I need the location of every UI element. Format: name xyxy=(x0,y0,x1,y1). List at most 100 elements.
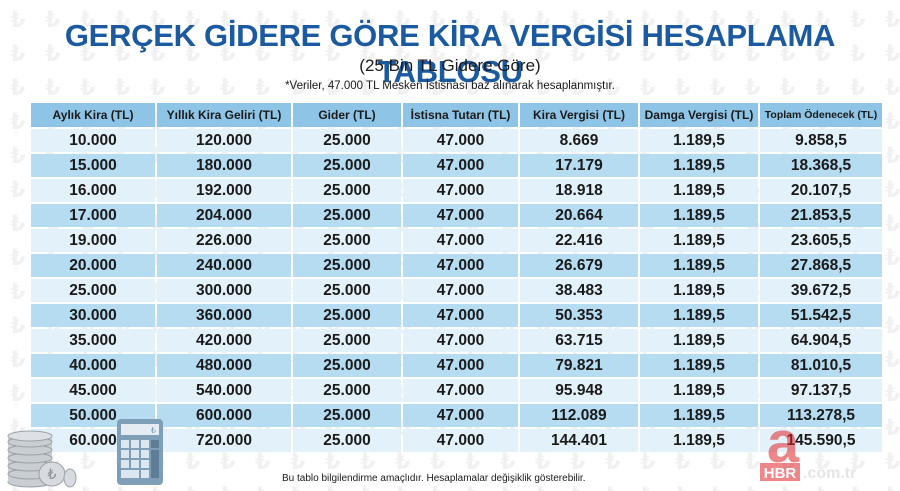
lira-watermark-icon: ₺ xyxy=(570,450,586,475)
lira-watermark-icon: ₺ xyxy=(850,42,866,67)
cell-monthly-rent: 19.000 xyxy=(31,229,155,252)
lira-watermark-icon: ₺ xyxy=(395,42,411,67)
lira-watermark-icon: ₺ xyxy=(885,246,900,271)
lira-watermark-icon: ₺ xyxy=(10,144,26,169)
disclaimer-text: Bu tablo bilgilendirme amaçlıdır. Hesapl… xyxy=(282,473,586,484)
lira-watermark-icon: ₺ xyxy=(535,450,551,475)
cell-monthly-rent: 25.000 xyxy=(31,279,155,302)
lira-watermark-icon: ₺ xyxy=(850,450,866,475)
lira-watermark-icon: ₺ xyxy=(885,144,900,169)
cell-total-payable: 20.107,5 xyxy=(760,179,882,202)
cell-monthly-rent: 16.000 xyxy=(31,179,155,202)
cell-exemption: 47.000 xyxy=(403,329,518,352)
cell-expense: 25.000 xyxy=(293,304,401,327)
cell-expense: 25.000 xyxy=(293,404,401,427)
lira-watermark-icon: ₺ xyxy=(325,42,341,67)
lira-watermark-icon: ₺ xyxy=(465,76,481,101)
lira-watermark-icon: ₺ xyxy=(220,76,236,101)
lira-watermark-icon: ₺ xyxy=(885,484,900,491)
lira-watermark-icon: ₺ xyxy=(80,484,95,491)
table-row: 19.000 226.000 25.000 47.000 22.416 1.189,5 23… xyxy=(31,229,882,252)
cell-monthly-rent: 15.000 xyxy=(31,154,155,177)
cell-annual-income: 300.000 xyxy=(157,279,291,302)
rent-tax-table: Aylık Kira (TL) Yıllık Kira Geliri (TL) … xyxy=(29,101,884,454)
cell-stamp-tax: 1.189,5 xyxy=(640,229,758,252)
lira-watermark-icon: ₺ xyxy=(885,416,900,441)
lira-watermark-icon: ₺ xyxy=(815,450,831,475)
lira-watermark-icon: ₺ xyxy=(220,484,235,491)
lira-watermark-icon: ₺ xyxy=(605,76,621,101)
cell-annual-income: 120.000 xyxy=(157,129,291,152)
lira-watermark-icon: ₺ xyxy=(885,110,900,135)
lira-watermark-icon: ₺ xyxy=(535,484,550,491)
cell-exemption: 47.000 xyxy=(403,279,518,302)
lira-watermark-icon: ₺ xyxy=(325,8,341,33)
table-row: 15.000 180.000 25.000 47.000 17.179 1.189,5 18… xyxy=(31,154,882,177)
svg-text:HBR: HBR xyxy=(764,465,797,482)
coins-stack-icon: ₺ xyxy=(7,430,77,488)
lira-watermark-icon: ₺ xyxy=(885,42,900,67)
cell-annual-income: 226.000 xyxy=(157,229,291,252)
lira-watermark-icon: ₺ xyxy=(220,450,236,475)
cell-annual-income: 720.000 xyxy=(157,429,291,452)
lira-watermark-icon: ₺ xyxy=(745,42,761,67)
lira-watermark-icon: ₺ xyxy=(150,484,165,491)
lira-watermark-icon: ₺ xyxy=(360,8,376,33)
cell-monthly-rent: 40.000 xyxy=(31,354,155,377)
table-row: 17.000 204.000 25.000 47.000 20.664 1.189,5 21… xyxy=(31,204,882,227)
lira-watermark-icon: ₺ xyxy=(780,484,795,491)
cell-rent-tax: 22.416 xyxy=(520,229,638,252)
lira-watermark-icon: ₺ xyxy=(675,76,691,101)
cell-expense: 25.000 xyxy=(293,254,401,277)
cell-rent-tax: 63.715 xyxy=(520,329,638,352)
lira-watermark-icon: ₺ xyxy=(255,450,271,475)
lira-watermark-icon: ₺ xyxy=(535,42,551,67)
cell-stamp-tax: 1.189,5 xyxy=(640,279,758,302)
lira-watermark-icon: ₺ xyxy=(500,42,516,67)
lira-watermark-icon: ₺ xyxy=(10,8,26,33)
lira-watermark-icon: ₺ xyxy=(185,42,201,67)
lira-watermark-icon: ₺ xyxy=(395,450,411,475)
cell-total-payable: 23.605,5 xyxy=(760,229,882,252)
lira-watermark-icon: ₺ xyxy=(885,450,900,475)
lira-watermark-icon: ₺ xyxy=(360,76,376,101)
lira-watermark-icon: ₺ xyxy=(885,314,900,339)
lira-watermark-icon: ₺ xyxy=(710,8,726,33)
cell-stamp-tax: 1.189,5 xyxy=(640,304,758,327)
lira-watermark-icon: ₺ xyxy=(745,8,761,33)
cell-total-payable: 18.368,5 xyxy=(760,154,882,177)
cell-exemption: 47.000 xyxy=(403,354,518,377)
lira-watermark-icon: ₺ xyxy=(430,76,446,101)
lira-watermark-icon: ₺ xyxy=(815,76,831,101)
lira-watermark-icon: ₺ xyxy=(850,76,866,101)
lira-watermark-icon: ₺ xyxy=(885,178,900,203)
cell-expense: 25.000 xyxy=(293,329,401,352)
lira-watermark-icon: ₺ xyxy=(10,110,26,135)
cell-stamp-tax: 1.189,5 xyxy=(640,254,758,277)
lira-watermark-icon: ₺ xyxy=(430,484,445,491)
data-note: *Veriler, 47.000 TL Mesken İstisnası baz… xyxy=(285,80,615,92)
col-header-rent-tax: Kira Vergisi (TL) xyxy=(520,103,638,127)
cell-rent-tax: 26.679 xyxy=(520,254,638,277)
lira-watermark-icon: ₺ xyxy=(885,8,900,33)
lira-watermark-icon: ₺ xyxy=(185,484,200,491)
cell-monthly-rent: 20.000 xyxy=(31,254,155,277)
cell-annual-income: 480.000 xyxy=(157,354,291,377)
lira-watermark-icon: ₺ xyxy=(500,484,515,491)
lira-watermark-icon: ₺ xyxy=(570,76,586,101)
lira-watermark-icon: ₺ xyxy=(605,8,621,33)
lira-watermark-icon: ₺ xyxy=(640,76,656,101)
lira-watermark-icon: ₺ xyxy=(745,484,760,491)
cell-total-payable: 81.010,5 xyxy=(760,354,882,377)
lira-watermark-icon: ₺ xyxy=(500,450,516,475)
cell-annual-income: 192.000 xyxy=(157,179,291,202)
cell-exemption: 47.000 xyxy=(403,229,518,252)
lira-watermark-icon: ₺ xyxy=(675,8,691,33)
lira-watermark-icon: ₺ xyxy=(570,484,585,491)
lira-watermark-icon: ₺ xyxy=(290,450,306,475)
lira-watermark-icon: ₺ xyxy=(640,484,655,491)
lira-watermark-icon: ₺ xyxy=(465,450,481,475)
lira-watermark-icon: ₺ xyxy=(45,42,61,67)
col-header-stamp-tax: Damga Vergisi (TL) xyxy=(640,103,758,127)
lira-watermark-icon: ₺ xyxy=(115,42,131,67)
